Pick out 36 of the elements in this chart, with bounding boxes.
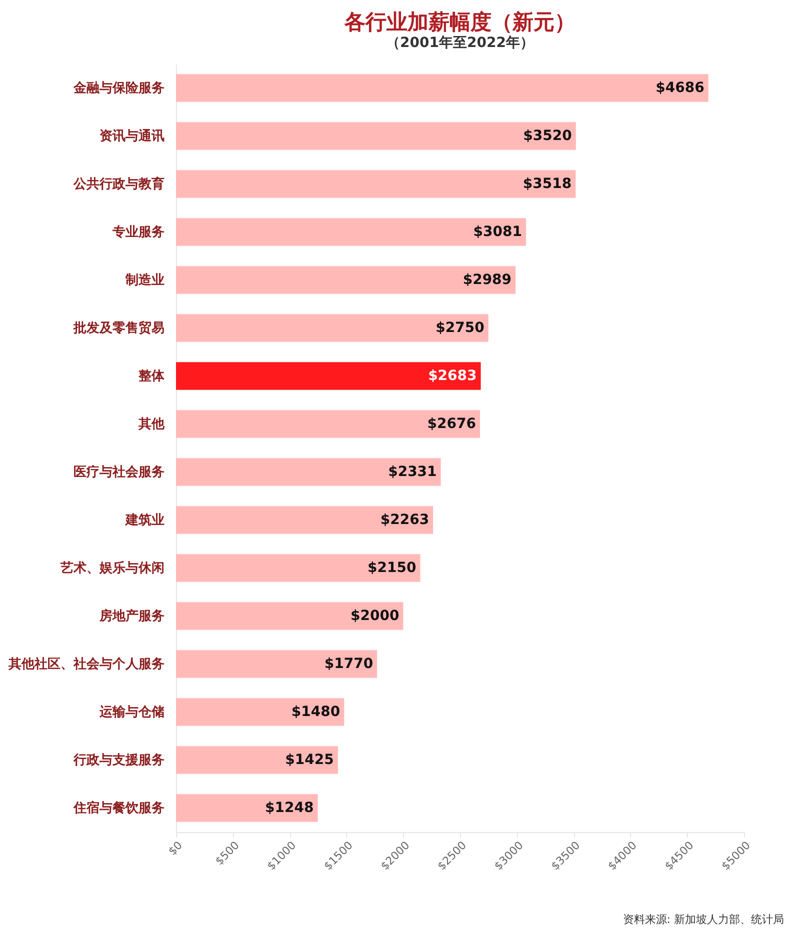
y-tick-label: 住宿与餐饮服务 bbox=[72, 800, 164, 816]
y-tick-label: 专业服务 bbox=[112, 224, 164, 240]
data-label: $3081 bbox=[473, 224, 522, 240]
y-tick-label: 其他 bbox=[138, 417, 166, 432]
y-tick-label: 行政与支援服务 bbox=[72, 753, 164, 768]
data-label: $1480 bbox=[291, 704, 340, 720]
y-tick-label: 公共行政与教育 bbox=[72, 176, 164, 192]
data-label: $2750 bbox=[436, 320, 485, 336]
data-label: $2263 bbox=[380, 512, 430, 528]
data-label: $1425 bbox=[285, 752, 334, 768]
chart-title: 各行业加薪幅度（新元） bbox=[344, 10, 576, 34]
y-tick-label: 资讯与通讯 bbox=[100, 128, 164, 144]
data-label: $2331 bbox=[388, 464, 437, 480]
x-tick-label: $0 bbox=[166, 838, 185, 858]
data-label: $2000 bbox=[350, 608, 400, 624]
y-tick-label: 金融与保险服务 bbox=[72, 81, 164, 96]
y-tick-label: 制造业 bbox=[124, 273, 164, 288]
data-label: $2989 bbox=[462, 272, 512, 288]
y-tick-label: 运输与仓储 bbox=[98, 704, 164, 720]
y-tick-label: 其他社区、社会与个人服务 bbox=[8, 656, 164, 672]
data-label: $3518 bbox=[522, 176, 572, 192]
chart-subtitle: （2001年至2022年） bbox=[386, 35, 534, 51]
data-label: $1770 bbox=[324, 656, 374, 672]
data-label: $2676 bbox=[427, 416, 476, 432]
y-tick-label: 批发及零售贸易 bbox=[72, 320, 164, 336]
y-tick-label: 房地产服务 bbox=[98, 608, 164, 624]
data-label: $3520 bbox=[523, 128, 572, 144]
data-label: $4686 bbox=[656, 80, 704, 96]
data-label: $2150 bbox=[368, 560, 416, 576]
y-tick-label: 整体 bbox=[138, 369, 166, 384]
y-tick-label: 建筑业 bbox=[124, 513, 164, 528]
text: 资料来源: 新加坡人力部、统计局 bbox=[622, 912, 784, 927]
y-tick-label: 艺术、娱乐与休闲 bbox=[60, 560, 164, 576]
y-tick-label: 医疗与社会服务 bbox=[74, 464, 164, 480]
data-label: $1248 bbox=[265, 800, 314, 816]
data-label: $2683 bbox=[428, 368, 477, 384]
